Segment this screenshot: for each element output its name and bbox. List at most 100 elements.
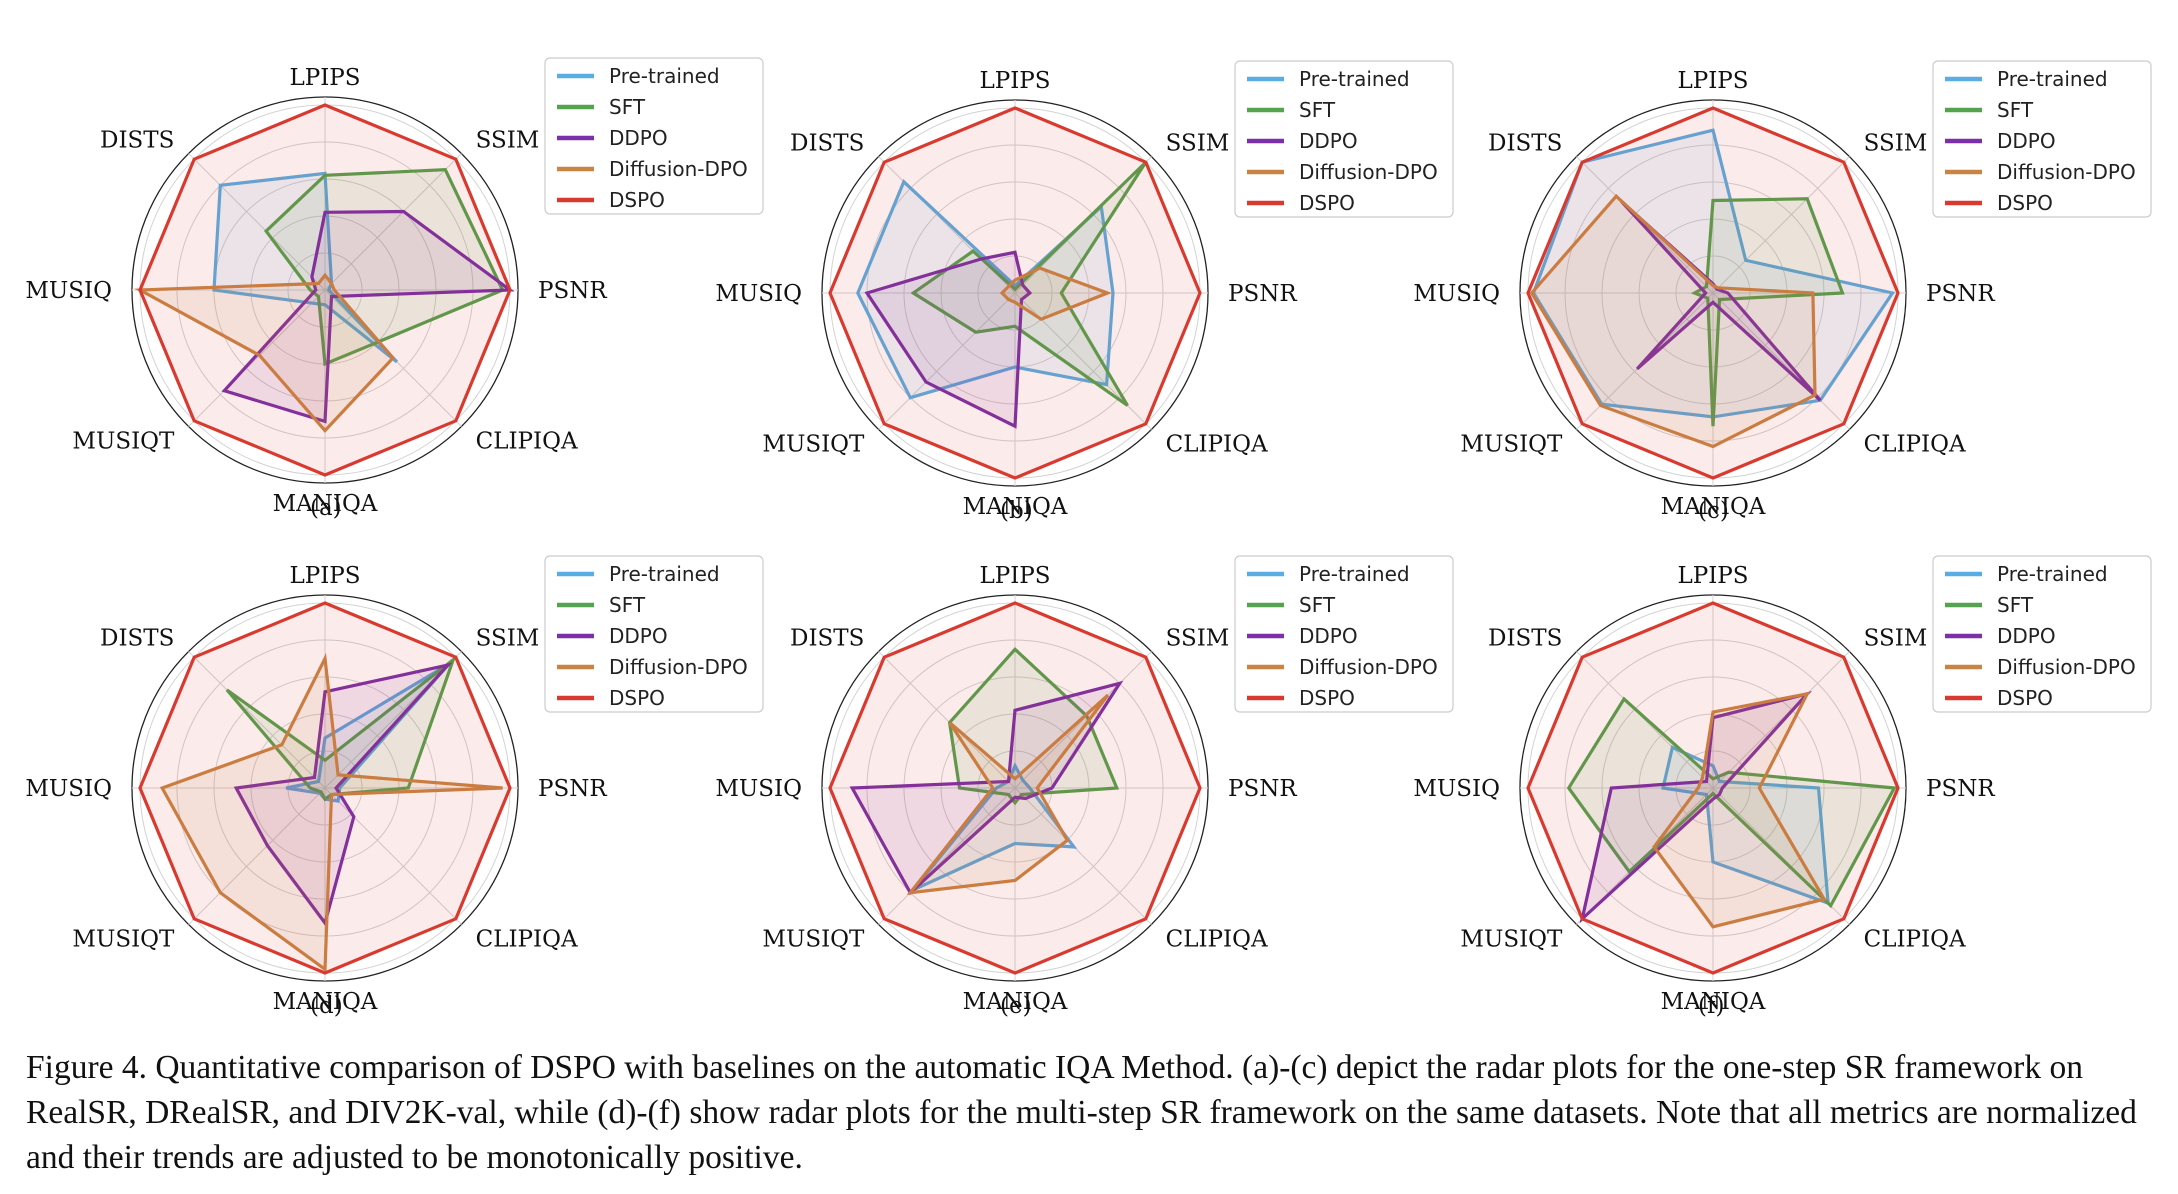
radar-panel-5: PSNR SSIM LPIPS DISTS MUSIQ MUSIQT MANIQA CLIPI…	[715, 555, 1454, 1019]
legend: Pre-trained SFT DDPO Diffusion-DPO DSPO	[544, 555, 764, 713]
axis-label-lpips: LPIPS	[289, 65, 360, 91]
legend-label: DDPO	[1997, 624, 2056, 648]
radar-panel-4: PSNR SSIM LPIPS DISTS MUSIQ MUSIQT MANIQA CLIPI…	[25, 555, 764, 1019]
radar-series-diffusion-dpo	[1652, 691, 1827, 929]
radar-spoke	[1712, 156, 1850, 294]
axis-label-lpips: LPIPS	[979, 68, 1050, 94]
legend-label: DDPO	[609, 624, 668, 648]
legend-box	[1234, 555, 1454, 713]
radar-spoke	[188, 651, 326, 789]
axis-label-musiq: MUSIQ	[715, 281, 802, 307]
legend: Pre-trained SFT DDPO Diffusion-DPO DSPO	[1234, 60, 1454, 218]
axis-label-maniqa: MANIQA	[273, 989, 378, 1015]
axis-label-clipiqa: CLIPIQA	[1166, 927, 1268, 953]
legend-label: SFT	[1997, 593, 2034, 617]
axis-label-dists: DISTS	[1488, 625, 1562, 651]
axis-label-dists: DISTS	[790, 625, 864, 651]
axis-label-lpips: LPIPS	[1677, 68, 1748, 94]
axis-label-clipiqa: CLIPIQA	[1166, 432, 1268, 458]
legend-label: Pre-trained	[1299, 67, 1410, 91]
radar-spoke	[188, 289, 326, 427]
radar-series-sft	[1690, 197, 1845, 427]
axis-label-clipiqa: CLIPIQA	[476, 429, 578, 455]
radar-series-sft	[910, 161, 1148, 407]
axis-label-dists: DISTS	[790, 130, 864, 156]
radar-panel-2: PSNR SSIM LPIPS DISTS MUSIQ MUSIQT MANIQA CLIPI…	[715, 60, 1454, 524]
radar-series-dspo	[138, 601, 512, 975]
legend-label: Pre-trained	[1299, 562, 1410, 586]
radar-panel-3: PSNR SSIM LPIPS DISTS MUSIQ MUSIQT MANIQA CLIPI…	[1413, 60, 2152, 524]
panel-label: (c)	[1698, 498, 1729, 524]
axis-label-dists: DISTS	[1488, 130, 1562, 156]
radar-spoke	[1712, 651, 1850, 789]
legend-label: SFT	[1299, 98, 1336, 122]
radar-series-sft	[1566, 696, 1897, 909]
legend-label: DDPO	[1299, 129, 1358, 153]
axis-label-ssim: SSIM	[476, 625, 540, 651]
panel-label: (a)	[310, 495, 342, 521]
axis-label-musiqt: MUSIQT	[72, 429, 175, 455]
axis-label-maniqa: MANIQA	[1661, 494, 1766, 520]
radar-spoke	[188, 787, 326, 925]
axis-label-musiqt: MUSIQT	[72, 927, 175, 953]
legend-label: Pre-trained	[609, 562, 720, 586]
radar-spoke	[324, 153, 462, 291]
axis-label-dists: DISTS	[100, 625, 174, 651]
legend-label: DSPO	[609, 686, 665, 710]
legend-label: SFT	[609, 593, 646, 617]
axis-label-clipiqa: CLIPIQA	[1864, 432, 1966, 458]
axis-label-musiq: MUSIQ	[25, 278, 112, 304]
axis-label-musiqt: MUSIQT	[762, 432, 865, 458]
radar-series-dspo	[828, 601, 1202, 975]
radar-series-dspo	[138, 103, 512, 477]
radar-series-dspo	[1526, 106, 1900, 480]
legend: Pre-trained SFT DDPO Diffusion-DPO DSPO	[1932, 555, 2152, 713]
axis-label-psnr: PSNR	[1228, 281, 1297, 307]
axis-label-musiqt: MUSIQT	[1460, 432, 1563, 458]
axis-label-clipiqa: CLIPIQA	[476, 927, 578, 953]
legend-label: Diffusion-DPO	[1299, 655, 1438, 679]
radar-series-ddpo	[233, 662, 453, 927]
legend-label: Pre-trained	[1997, 67, 2108, 91]
axis-label-ssim: SSIM	[1166, 625, 1230, 651]
radar-spoke	[324, 787, 462, 925]
legend: Pre-trained SFT DDPO Diffusion-DPO DSPO	[1234, 555, 1454, 713]
radar-series-ddpo	[849, 680, 1124, 896]
legend-label: Pre-trained	[609, 64, 720, 88]
axis-label-maniqa: MANIQA	[963, 494, 1068, 520]
axis-label-musiqt: MUSIQT	[762, 927, 865, 953]
radar-spoke	[1014, 651, 1152, 789]
axis-label-ssim: SSIM	[476, 127, 540, 153]
legend-box	[544, 57, 764, 215]
panel-label: (d)	[310, 993, 343, 1019]
legend-box	[544, 555, 764, 713]
legend-label: DSPO	[609, 188, 665, 212]
legend-label: DDPO	[609, 126, 668, 150]
figure-caption: Figure 4. Quantitative comparison of DSP…	[26, 1049, 2137, 1176]
radar-spoke	[1014, 787, 1152, 925]
legend-label: DSPO	[1997, 191, 2053, 215]
legend: Pre-trained SFT DDPO Diffusion-DPO DSPO	[1932, 60, 2152, 218]
axis-label-psnr: PSNR	[1926, 776, 1995, 802]
legend-label: SFT	[1997, 98, 2034, 122]
axis-label-psnr: PSNR	[1228, 776, 1297, 802]
legend-label: Diffusion-DPO	[1997, 655, 2136, 679]
radar-spoke	[878, 651, 1016, 789]
radar-series-diffusion-dpo	[1529, 193, 1817, 449]
legend-box	[1234, 60, 1454, 218]
axis-label-maniqa: MANIQA	[273, 491, 378, 517]
axis-label-lpips: LPIPS	[1677, 563, 1748, 589]
legend-label: DDPO	[1997, 129, 2056, 153]
radar-panel-6: PSNR SSIM LPIPS DISTS MUSIQ MUSIQT MANIQA CLIPI…	[1413, 555, 2152, 1019]
radar-series-dspo	[1526, 601, 1900, 975]
axis-label-dists: DISTS	[100, 127, 174, 153]
axis-label-psnr: PSNR	[538, 776, 607, 802]
legend-label: DSPO	[1997, 686, 2053, 710]
radar-spoke	[878, 787, 1016, 925]
axis-label-psnr: PSNR	[538, 278, 607, 304]
axis-label-musiq: MUSIQ	[715, 776, 802, 802]
axis-label-maniqa: MANIQA	[963, 989, 1068, 1015]
radar-series-diffusion-dpo	[159, 652, 503, 973]
axis-label-lpips: LPIPS	[289, 563, 360, 589]
